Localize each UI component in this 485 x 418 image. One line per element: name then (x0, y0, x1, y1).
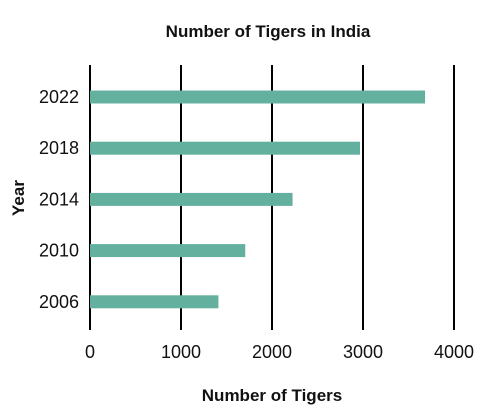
x-tick-labels: 0 1000 2000 3000 4000 (85, 342, 474, 362)
bar (90, 90, 426, 104)
x-tick-label: 3000 (343, 342, 383, 362)
x-axis-label: Number of Tigers (202, 386, 342, 405)
x-tick-label: 2000 (252, 342, 292, 362)
y-tick-label: 2010 (39, 241, 79, 261)
bar (90, 141, 360, 155)
x-tick-label: 0 (85, 342, 95, 362)
y-tick-labels: 2022 2018 2014 2010 2006 (39, 87, 79, 312)
bar (90, 192, 293, 206)
y-tick-label: 2022 (39, 87, 79, 107)
y-tick-label: 2018 (39, 138, 79, 158)
x-tick-label: 1000 (161, 342, 201, 362)
bar (90, 244, 246, 258)
x-tick-label: 4000 (434, 342, 474, 362)
y-tick-label: 2006 (39, 292, 79, 312)
chart-title: Number of Tigers in India (166, 22, 371, 41)
y-axis-label: Year (9, 180, 28, 216)
y-tick-label: 2014 (39, 189, 79, 209)
bars (90, 90, 426, 309)
bar (90, 295, 219, 309)
